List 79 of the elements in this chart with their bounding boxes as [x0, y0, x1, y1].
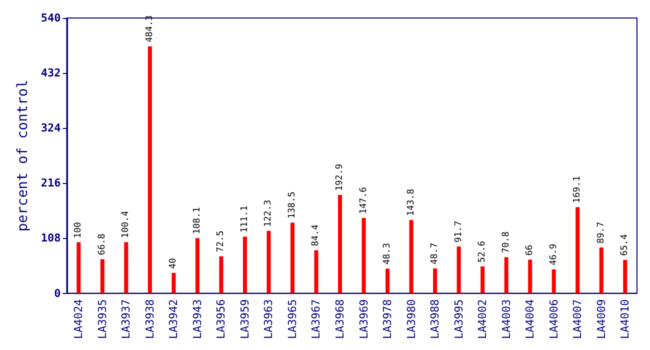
- bar: [599, 248, 604, 294]
- bar: [409, 220, 414, 294]
- bar: [456, 246, 461, 294]
- y-tick-label: 108: [40, 232, 61, 245]
- x-tick-label: LA3995: [452, 299, 466, 340]
- x-tick-label: LA3938: [143, 299, 156, 340]
- y-tick-label: 540: [40, 12, 61, 24]
- data-label: 138.5: [287, 192, 298, 219]
- x-tick-label: LA4002: [476, 299, 490, 340]
- data-label: 66: [525, 244, 536, 256]
- y-tick-label: 432: [40, 66, 61, 80]
- bar: [480, 266, 485, 294]
- x-tick-label: LA4006: [547, 299, 560, 340]
- data-label: 48.7: [430, 242, 440, 264]
- data-label: 143.8: [406, 188, 416, 216]
- bar: [314, 250, 318, 294]
- y-axis-title: percent of control: [15, 80, 31, 232]
- data-label: 46.9: [548, 244, 559, 266]
- data-label: 91.7: [454, 220, 464, 243]
- x-tick-label: LA4024: [72, 298, 86, 340]
- bar: [504, 257, 508, 294]
- bar: [623, 260, 628, 294]
- x-tick-label: LA3965: [286, 299, 299, 340]
- x-tick-label: LA3968: [334, 299, 347, 340]
- data-label: 72.5: [216, 230, 226, 252]
- bar: [242, 236, 247, 294]
- x-tick-label: LA4007: [571, 299, 584, 340]
- x-tick-label: LA3988: [428, 299, 442, 340]
- x-tick-label: LA3969: [357, 299, 370, 340]
- data-label: 40: [168, 258, 179, 269]
- bar: [148, 46, 152, 294]
- x-tick-label: LA3935: [96, 299, 109, 340]
- bar: [338, 194, 342, 294]
- x-tick-label: LA3967: [310, 299, 323, 340]
- data-label: 100: [74, 222, 84, 238]
- bar: [100, 259, 104, 294]
- bar: [362, 218, 366, 294]
- bar: [266, 230, 271, 294]
- data-label: 84.4: [311, 224, 322, 246]
- data-label: 89.7: [596, 222, 606, 244]
- x-tick-label: LA3942: [167, 299, 180, 340]
- x-tick-label: LA3959: [238, 299, 252, 340]
- y-tick-label: 324: [40, 122, 62, 135]
- data-label: 70.8: [501, 231, 512, 254]
- bar: [528, 260, 532, 294]
- bar: [386, 268, 390, 294]
- x-tick-label: LA3980: [404, 299, 418, 340]
- data-label: 192.9: [335, 164, 346, 191]
- x-tick-label: LA3978: [381, 299, 394, 340]
- data-label: 122.3: [264, 200, 274, 227]
- data-label: 52.6: [478, 240, 488, 262]
- x-tick-label: LA3943: [190, 299, 204, 340]
- bar: [172, 272, 176, 294]
- data-label: 65.4: [620, 234, 630, 256]
- bar: [552, 269, 556, 294]
- data-label: 484.3: [144, 15, 155, 42]
- data-label: 48.3: [382, 242, 393, 265]
- bar: [76, 242, 81, 294]
- bar: [290, 222, 294, 294]
- y-tick-label: 216: [40, 176, 62, 190]
- y-tick-label: 0: [54, 286, 61, 300]
- x-tick-label: LA4003: [500, 299, 513, 340]
- bar: [124, 242, 128, 294]
- bar: [433, 268, 438, 294]
- data-label: 111.1: [240, 206, 250, 233]
- x-tick-label: LA4004: [524, 298, 537, 340]
- x-tick-label: LA3963: [262, 299, 276, 340]
- data-label: 100.4: [121, 210, 132, 238]
- x-tick-label: LA3956: [214, 299, 228, 340]
- x-tick-label: LA4009: [594, 299, 608, 340]
- data-label: 147.6: [358, 186, 369, 214]
- x-tick-label: LA4010: [618, 299, 632, 340]
- bar: [576, 207, 580, 294]
- bar: [219, 256, 224, 294]
- data-label: 169.1: [572, 176, 583, 204]
- bar: [195, 238, 200, 294]
- data-label: 108.1: [192, 207, 202, 234]
- data-label: 66.8: [97, 234, 108, 256]
- x-tick-label: LA3937: [120, 299, 133, 340]
